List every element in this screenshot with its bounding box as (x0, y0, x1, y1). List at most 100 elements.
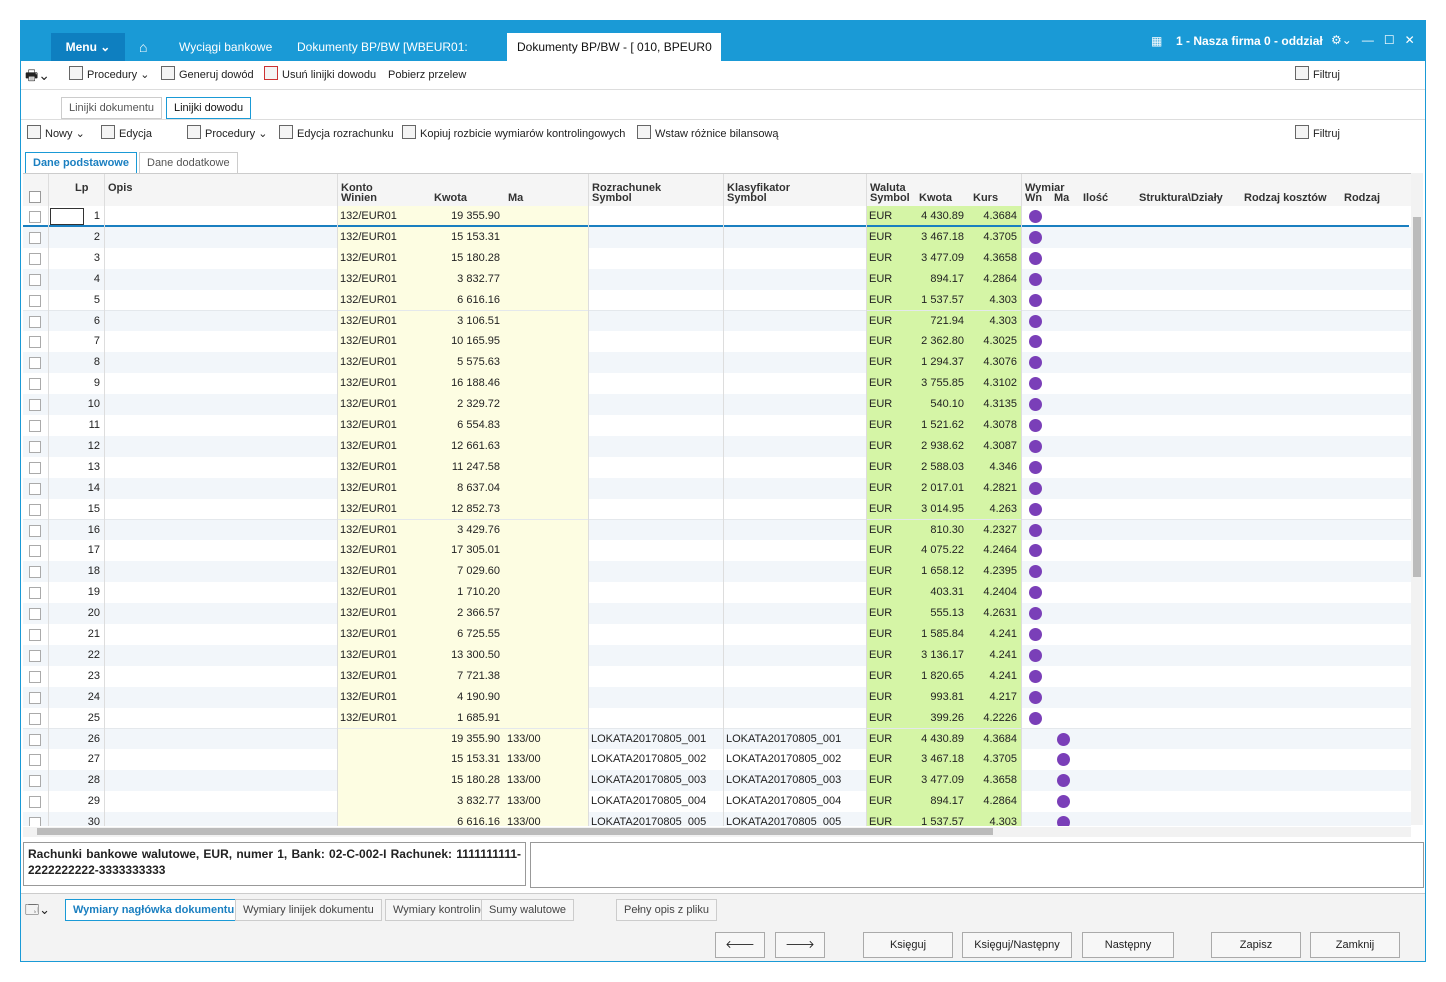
dimension-icon[interactable] (1029, 439, 1042, 453)
checkbox[interactable] (29, 294, 41, 307)
toolbar-item[interactable]: Nowy ⌄ (27, 124, 85, 144)
button[interactable]: Następny (1082, 932, 1174, 958)
checkbox[interactable] (29, 566, 41, 579)
checkbox[interactable] (29, 440, 41, 453)
dimension-icon[interactable] (1029, 565, 1042, 579)
dimension-icon[interactable] (1029, 230, 1042, 244)
checkbox[interactable] (29, 211, 41, 223)
dimension-icon[interactable] (1057, 816, 1070, 826)
scrollbar[interactable] (23, 827, 1411, 837)
dimension-icon[interactable] (1029, 669, 1042, 683)
checkbox[interactable] (29, 336, 41, 349)
toolbar-item[interactable]: Edycja (101, 124, 152, 144)
dimension-icon[interactable] (1029, 210, 1042, 223)
toolbar-item[interactable]: Procedury ⌄ (69, 65, 149, 85)
checkbox[interactable] (29, 817, 41, 826)
tab[interactable]: Dokumenty BP/BW [WBEUR01: Wyc (297, 40, 468, 54)
bottom-tab[interactable]: Wymiary nagłówka dokumentu (65, 899, 243, 921)
dimension-icon[interactable] (1029, 377, 1042, 391)
dimension-icon[interactable] (1057, 795, 1070, 809)
checkbox[interactable] (29, 545, 41, 558)
company[interactable]: 1 - Nasza firma 0 - oddział (1176, 34, 1323, 48)
dimension-icon[interactable] (1029, 648, 1042, 662)
window-controls[interactable]: ⚙⌄ — ☐ ✕ (1331, 33, 1415, 47)
dimension-icon[interactable] (1029, 628, 1042, 641)
dimension-icon[interactable] (1029, 544, 1042, 558)
dimension-icon[interactable] (1029, 711, 1042, 725)
checkbox[interactable] (29, 378, 41, 391)
checkbox[interactable] (29, 420, 41, 432)
dimension-icon[interactable] (1029, 481, 1042, 495)
bottom-tab[interactable]: Wymiary linijek dokumentu (235, 899, 382, 921)
button[interactable]: Zapisz (1211, 932, 1301, 958)
home-icon[interactable]: ⌂ (139, 39, 148, 55)
filter[interactable]: Filtruj (1295, 124, 1340, 144)
dimension-icon[interactable] (1029, 607, 1042, 621)
bottom-tab[interactable]: Pełny opis z pliku (616, 899, 717, 921)
checkbox[interactable] (29, 461, 41, 474)
dimension-icon[interactable] (1057, 774, 1070, 788)
checkbox[interactable] (29, 712, 41, 725)
button[interactable]: Zamknij (1310, 932, 1400, 958)
checkbox[interactable] (29, 754, 41, 767)
dimension-icon[interactable] (1029, 419, 1042, 432)
view-icon[interactable]: 🗔⌄ (25, 902, 50, 917)
subtab[interactable]: Dane dodatkowe (139, 152, 238, 174)
prev-button[interactable]: 🡐 (715, 932, 765, 958)
checkbox[interactable] (29, 775, 41, 788)
checkbox[interactable] (29, 733, 41, 746)
tab[interactable]: Wyciągi bankowe (179, 40, 273, 54)
dimension-icon[interactable] (1029, 502, 1042, 516)
checkbox[interactable] (29, 503, 41, 516)
next-arrow-button[interactable]: 🡒 (775, 932, 825, 958)
active-tab[interactable]: Dokumenty BP/BW - [ 010, BPEUR0 (507, 33, 721, 61)
button[interactable]: Księguj/Następny (962, 932, 1072, 958)
bottom-tab[interactable]: Sumy walutowe (481, 899, 575, 921)
filter[interactable]: Filtruj (1295, 65, 1340, 85)
print-icon[interactable]: 🖶⌄ (25, 67, 50, 83)
dimension-icon[interactable] (1029, 586, 1042, 600)
subtab[interactable]: Dane podstawowe (25, 152, 137, 175)
checkbox[interactable] (29, 629, 41, 641)
dimension-icon[interactable] (1029, 460, 1042, 474)
dimension-icon[interactable] (1057, 732, 1070, 746)
checkbox[interactable] (29, 691, 41, 704)
toolbar-item[interactable]: Pobierz przelew (388, 69, 467, 81)
checkbox[interactable] (29, 587, 41, 600)
checkbox[interactable] (29, 273, 41, 286)
toolbar-item[interactable]: Wstaw różnice bilansową (637, 124, 779, 144)
grid-icon[interactable]: ▦ (1151, 34, 1163, 48)
dimension-icon[interactable] (1057, 753, 1070, 767)
checkbox[interactable] (29, 399, 41, 412)
toolbar-item[interactable]: Usuń linijki dowodu (264, 65, 376, 85)
checkbox[interactable] (29, 231, 41, 244)
checkbox[interactable] (29, 315, 41, 328)
dimension-icon[interactable] (1029, 335, 1042, 349)
dimension-icon[interactable] (1029, 293, 1042, 307)
checkbox[interactable] (29, 252, 41, 265)
checkbox[interactable] (29, 524, 41, 537)
scrollbar[interactable] (1411, 173, 1423, 825)
toolbar-item[interactable]: Edycja rozrachunku (279, 124, 394, 144)
dimension-icon[interactable] (1029, 356, 1042, 370)
menu-button[interactable]: Menu ⌄ (51, 33, 125, 61)
document-tab[interactable]: Linijki dowodu (166, 97, 252, 119)
dimension-icon[interactable] (1029, 251, 1042, 265)
dimension-icon[interactable] (1029, 523, 1042, 537)
checkbox[interactable] (29, 357, 41, 370)
dimension-icon[interactable] (1029, 690, 1042, 704)
toolbar-item[interactable]: Kopiuj rozbicie wymiarów kontrolingowych (402, 124, 625, 144)
checkbox[interactable] (29, 608, 41, 621)
checkbox[interactable] (29, 796, 41, 809)
checkbox[interactable] (29, 670, 41, 683)
toolbar-item[interactable]: Generuj dowód (161, 65, 254, 85)
checkbox[interactable] (29, 649, 41, 662)
checkbox[interactable] (29, 482, 41, 495)
toolbar-item[interactable]: Procedury ⌄ (187, 124, 267, 144)
button[interactable]: Księguj (863, 932, 953, 958)
dimension-icon[interactable] (1029, 398, 1042, 412)
checkbox[interactable] (29, 191, 41, 203)
dimension-icon[interactable] (1029, 272, 1042, 286)
dimension-icon[interactable] (1029, 314, 1042, 328)
document-tab[interactable]: Linijki dokumentu (61, 97, 162, 119)
